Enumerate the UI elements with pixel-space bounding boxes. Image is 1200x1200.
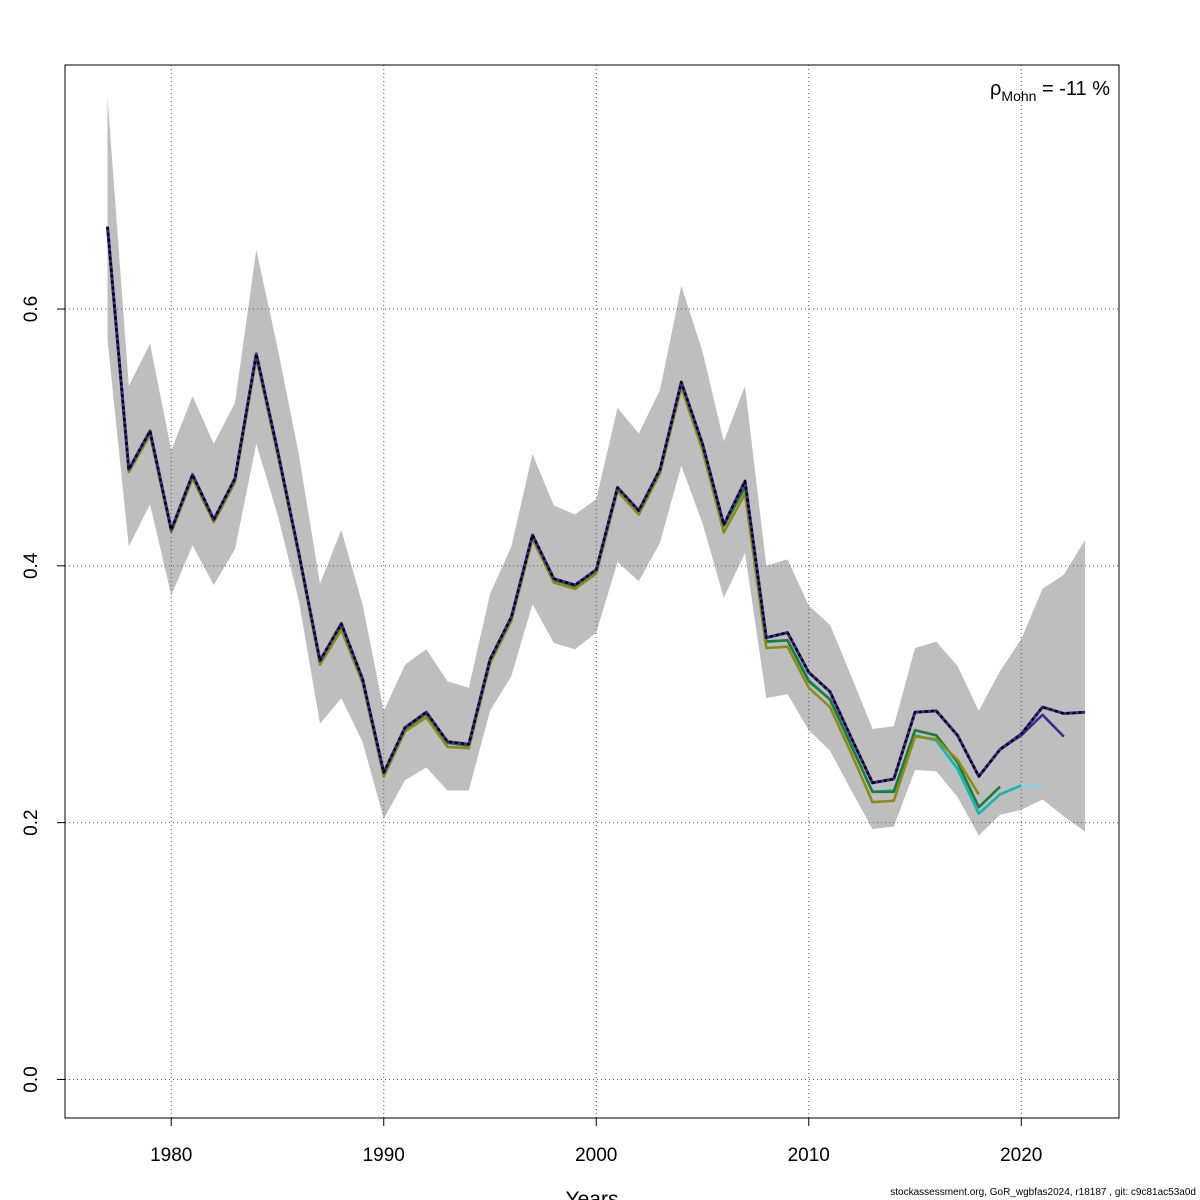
footer-note: stockassessment.org, GoR_wgbfas2024, r18… xyxy=(890,1187,1196,1198)
y-tick-label: 0.0 xyxy=(21,1066,42,1092)
y-tick-label: 0.4 xyxy=(21,552,42,579)
rho-subscript: Mohn xyxy=(1001,88,1036,104)
x-axis-title: Years xyxy=(566,1188,619,1200)
y-tick-label: 0.6 xyxy=(21,296,42,322)
plot-frame xyxy=(64,64,1120,1119)
rho-symbol: ρ xyxy=(990,78,1001,100)
rho-value: -11 % xyxy=(1059,78,1110,100)
axis-layer: 1980 1990 2000 2010 2020 0.0 0.2 0.4 0.6 xyxy=(21,296,1042,1166)
confidence-band xyxy=(107,97,1085,836)
x-tick-label: 1990 xyxy=(363,1145,405,1166)
series-line-assessment-2023-terminal- xyxy=(106,226,1086,785)
confidence-band-layer xyxy=(107,97,1085,836)
rho-equals: = xyxy=(1036,78,1059,100)
y-tick-label: 0.2 xyxy=(21,809,42,835)
mohn-rho-annotation: ρMohn = -11 % xyxy=(990,78,1110,104)
series-layer xyxy=(106,226,1086,816)
x-tick-label: 2020 xyxy=(1000,1145,1042,1166)
x-tick-label: 1980 xyxy=(150,1145,192,1166)
x-tick-label: 2010 xyxy=(788,1145,830,1166)
x-tick-label: 2000 xyxy=(575,1145,617,1166)
